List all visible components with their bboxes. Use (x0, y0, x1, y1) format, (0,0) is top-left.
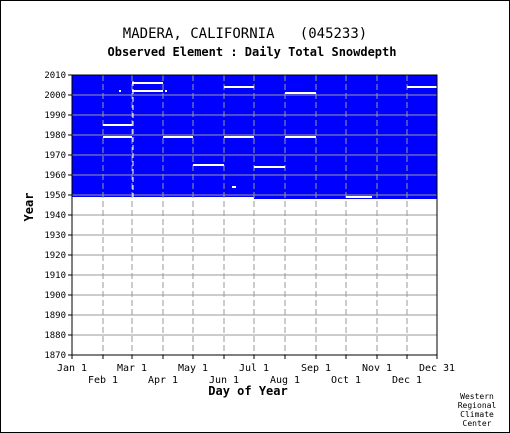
credit-line: Center (463, 419, 492, 428)
observed-segment (132, 82, 163, 84)
y-tick-label: 1930 (44, 231, 66, 241)
observed-segment (193, 164, 224, 166)
observed-segment (132, 90, 163, 92)
x-tick-label: Nov 1 (362, 363, 392, 374)
credit-block: Western Regional Climate Center (458, 392, 497, 428)
observed-segment (346, 196, 372, 198)
x-tick-label: Jul 1 (239, 363, 269, 374)
observed-segment (285, 92, 316, 94)
x-tick-label: Sep 1 (301, 363, 331, 374)
y-tick-label: 1940 (44, 211, 66, 221)
y-tick-label: 1910 (44, 271, 66, 281)
x-tick-label: Apr 1 (148, 375, 178, 386)
y-tick-label: 1900 (44, 291, 66, 301)
x-tick-label: Feb 1 (88, 375, 118, 386)
y-tick-label: 2010 (44, 71, 66, 81)
observed-segment (224, 136, 254, 138)
x-tick-label: Jan 1 (57, 363, 87, 374)
observed-segment (103, 124, 132, 126)
observed-segment (407, 86, 437, 88)
observed-segment (285, 136, 316, 138)
y-tick-label: 1920 (44, 251, 66, 261)
y-tick-label: 1890 (44, 311, 66, 321)
chart-title: MADERA, CALIFORNIA (045233) (123, 26, 367, 42)
observed-segment (163, 136, 193, 138)
x-tick-label: Dec 1 (392, 375, 422, 386)
credit-line: Climate (460, 410, 494, 419)
x-tick-label: Aug 1 (270, 375, 300, 386)
y-tick-label: 1870 (44, 351, 66, 361)
y-tick-label: 1880 (44, 331, 66, 341)
x-tick-label: Mar 1 (117, 363, 147, 374)
credit-line: Regional (458, 401, 497, 410)
x-tick-label: Dec 31 (419, 363, 455, 374)
observed-segment (254, 166, 285, 168)
y-tick-label: 1990 (44, 111, 66, 121)
observed-segment (119, 90, 121, 92)
y-tick-label: 1980 (44, 131, 66, 141)
y-tick-label: 2000 (44, 91, 66, 101)
x-tick-label: Oct 1 (331, 375, 361, 386)
observed-segment (165, 90, 167, 92)
observed-segment (224, 86, 254, 88)
observed-segment (103, 136, 132, 138)
y-tick-label: 1970 (44, 151, 66, 161)
x-tick-label: Jun 1 (209, 375, 239, 386)
chart-subtitle: Observed Element : Daily Total Snowdepth (108, 45, 397, 59)
x-tick-label: May 1 (178, 363, 208, 374)
plot-area (72, 75, 437, 355)
observed-segment (232, 186, 236, 188)
y-tick-label: 1960 (44, 171, 66, 181)
x-axis-label: Day of Year (208, 384, 287, 398)
y-tick-label: 1950 (44, 191, 66, 201)
credit-line: Western (460, 392, 494, 401)
axes: 1870 1880 1890 1900 1910 1920 1930 1940 1950 1960… (44, 71, 455, 386)
y-axis-label: Year (22, 193, 36, 222)
